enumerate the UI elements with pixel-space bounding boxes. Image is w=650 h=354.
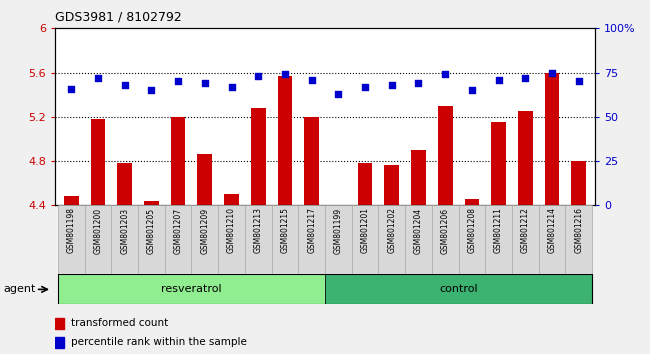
Bar <box>465 199 479 205</box>
Text: GSM801213: GSM801213 <box>254 207 263 253</box>
Text: GSM801198: GSM801198 <box>67 207 76 253</box>
Bar <box>384 166 399 205</box>
Bar <box>278 76 292 205</box>
Text: GSM801199: GSM801199 <box>334 207 343 253</box>
Point <box>467 87 477 93</box>
Bar <box>432 205 458 274</box>
Text: transformed count: transformed count <box>72 318 168 328</box>
Bar <box>224 194 239 205</box>
Bar <box>378 205 405 274</box>
Text: GSM801202: GSM801202 <box>387 207 396 253</box>
Point <box>306 77 317 82</box>
Bar <box>272 205 298 274</box>
Point <box>333 91 344 97</box>
Bar <box>90 119 105 205</box>
Text: resveratrol: resveratrol <box>161 284 222 295</box>
Text: GSM801203: GSM801203 <box>120 207 129 253</box>
Bar <box>512 205 539 274</box>
Text: control: control <box>439 284 478 295</box>
Text: GSM801201: GSM801201 <box>361 207 370 253</box>
Point <box>253 73 263 79</box>
Bar <box>438 106 452 205</box>
Bar <box>138 205 164 274</box>
Text: GSM801216: GSM801216 <box>574 207 583 253</box>
Text: GSM801209: GSM801209 <box>200 207 209 253</box>
Text: agent: agent <box>3 284 36 295</box>
Bar <box>491 122 506 205</box>
Point <box>200 80 210 86</box>
Bar <box>58 274 325 304</box>
Point <box>360 84 370 90</box>
Bar <box>164 205 192 274</box>
Text: GSM801204: GSM801204 <box>414 207 423 253</box>
Point <box>120 82 130 88</box>
Bar <box>218 205 245 274</box>
Point <box>146 87 157 93</box>
Text: GSM801214: GSM801214 <box>547 207 556 253</box>
Text: GSM801206: GSM801206 <box>441 207 450 253</box>
Bar <box>245 205 272 274</box>
Point <box>493 77 504 82</box>
Bar <box>192 205 218 274</box>
Bar <box>171 117 185 205</box>
Bar <box>198 154 212 205</box>
Point <box>520 75 530 81</box>
Point <box>280 72 290 77</box>
Point <box>440 72 450 77</box>
Bar <box>325 205 352 274</box>
Bar <box>571 161 586 205</box>
Point <box>173 79 183 84</box>
Text: GSM801200: GSM801200 <box>94 207 103 253</box>
Text: GSM801217: GSM801217 <box>307 207 316 253</box>
Point <box>93 75 103 81</box>
Bar <box>545 73 560 205</box>
Bar <box>64 196 79 205</box>
Bar <box>111 205 138 274</box>
Point <box>547 70 557 75</box>
Bar <box>251 108 266 205</box>
Point <box>226 84 237 90</box>
Text: GSM801208: GSM801208 <box>467 207 476 253</box>
Bar <box>411 150 426 205</box>
Bar <box>486 205 512 274</box>
Bar <box>539 205 566 274</box>
Bar <box>144 201 159 205</box>
Bar <box>352 205 378 274</box>
Point <box>573 79 584 84</box>
Point <box>66 86 77 91</box>
Text: GSM801212: GSM801212 <box>521 207 530 253</box>
Bar <box>304 117 319 205</box>
Text: GDS3981 / 8102792: GDS3981 / 8102792 <box>55 11 182 24</box>
Bar <box>325 274 592 304</box>
Point <box>387 82 397 88</box>
Bar <box>458 205 486 274</box>
Text: GSM801215: GSM801215 <box>280 207 289 253</box>
Text: GSM801210: GSM801210 <box>227 207 236 253</box>
Bar <box>118 163 132 205</box>
Text: GSM801207: GSM801207 <box>174 207 183 253</box>
Bar <box>55 337 64 348</box>
Bar <box>58 205 84 274</box>
Text: GSM801205: GSM801205 <box>147 207 156 253</box>
Bar <box>298 205 325 274</box>
Bar <box>405 205 432 274</box>
Bar <box>358 163 372 205</box>
Bar <box>84 205 111 274</box>
Bar <box>55 318 64 329</box>
Bar <box>518 111 532 205</box>
Point <box>413 80 424 86</box>
Text: percentile rank within the sample: percentile rank within the sample <box>72 337 247 347</box>
Bar <box>566 205 592 274</box>
Text: GSM801211: GSM801211 <box>494 207 503 253</box>
